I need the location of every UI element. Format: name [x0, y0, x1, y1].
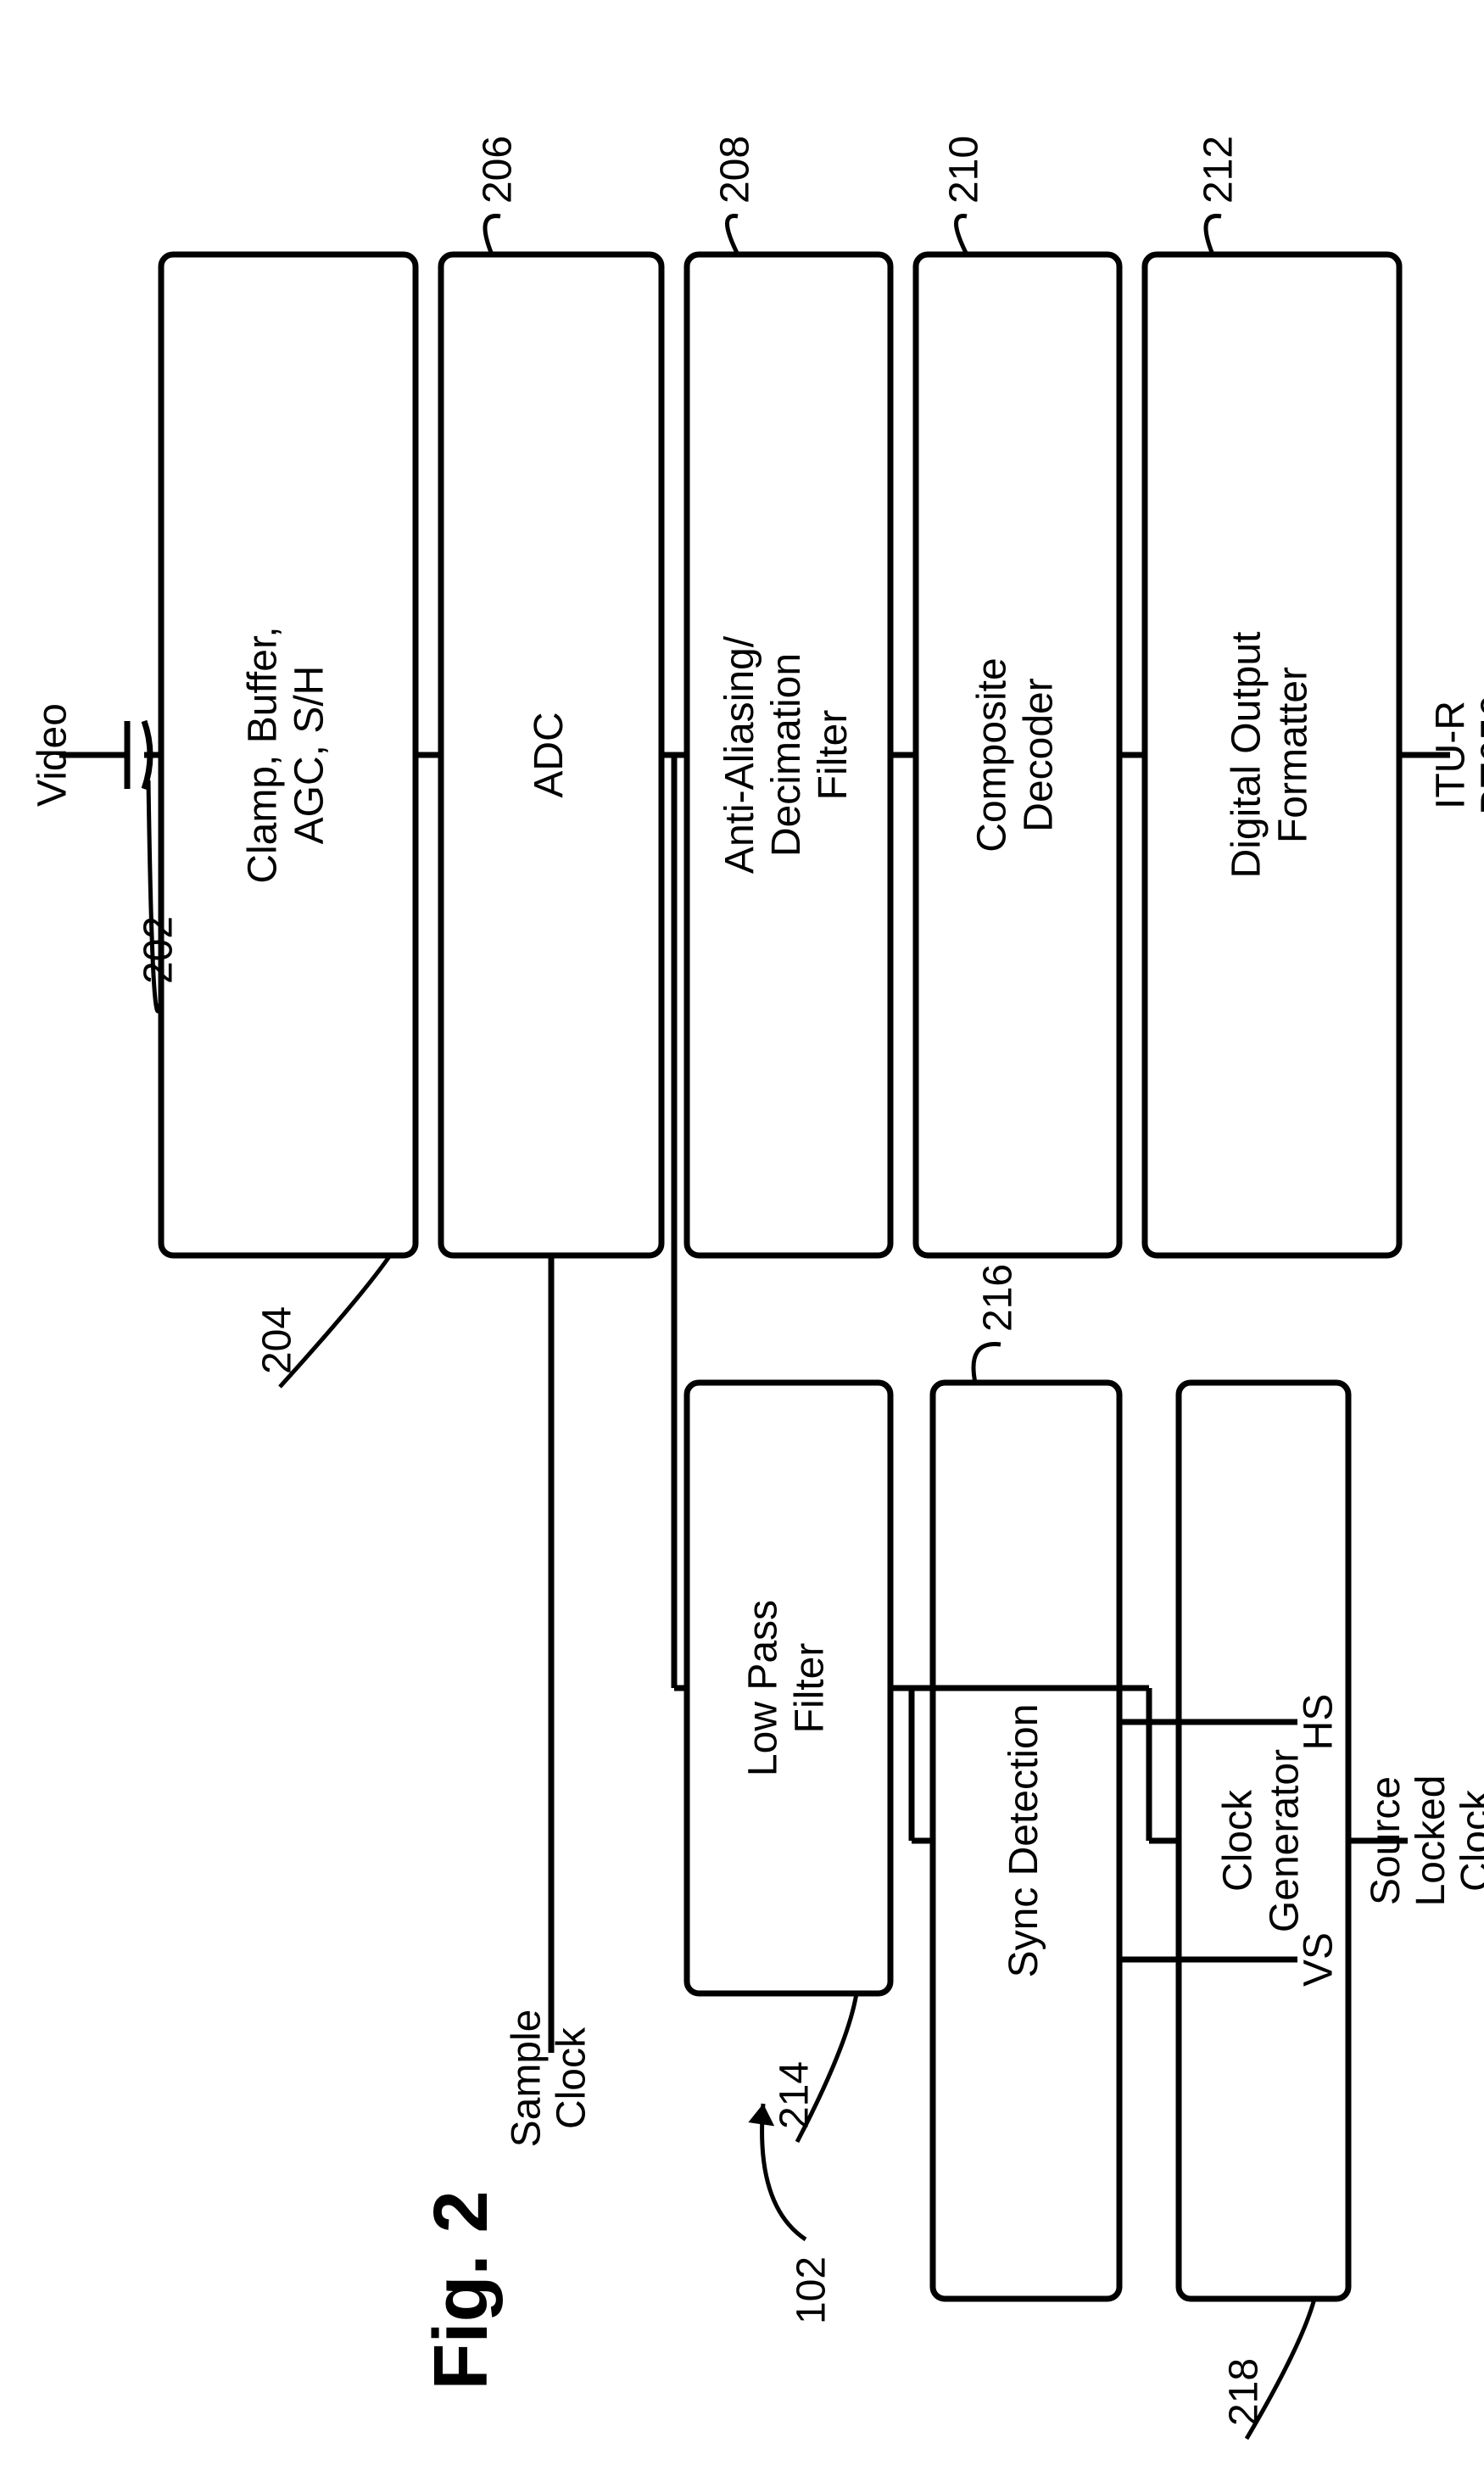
video-label: Video: [31, 703, 75, 807]
itu-label: ITU-RBT656: [1428, 695, 1484, 814]
clamp-ref: 204: [255, 1306, 300, 1374]
sample-clock-label: SampleClock: [504, 2010, 594, 2148]
vs-label: VS: [1297, 1932, 1342, 1987]
source-locked-clock-label: SourceLockedClock: [1364, 1775, 1484, 1907]
diagram-ref: 102: [789, 2256, 834, 2324]
dig_out-ref: 212: [1197, 136, 1241, 204]
aa_dec-ref: 208: [713, 136, 758, 204]
sync_det-ref: 216: [976, 1264, 1021, 1332]
adc-ref: 206: [476, 136, 521, 204]
cap-ref: 202: [137, 916, 181, 984]
adc-label: ADC: [527, 712, 572, 797]
sync_det-label: Sync Detection: [1001, 1704, 1046, 1978]
comp_dec-ref: 210: [942, 136, 987, 204]
figure-label: Fig. 2: [419, 2190, 504, 2390]
hs-label: HS: [1297, 1694, 1342, 1751]
